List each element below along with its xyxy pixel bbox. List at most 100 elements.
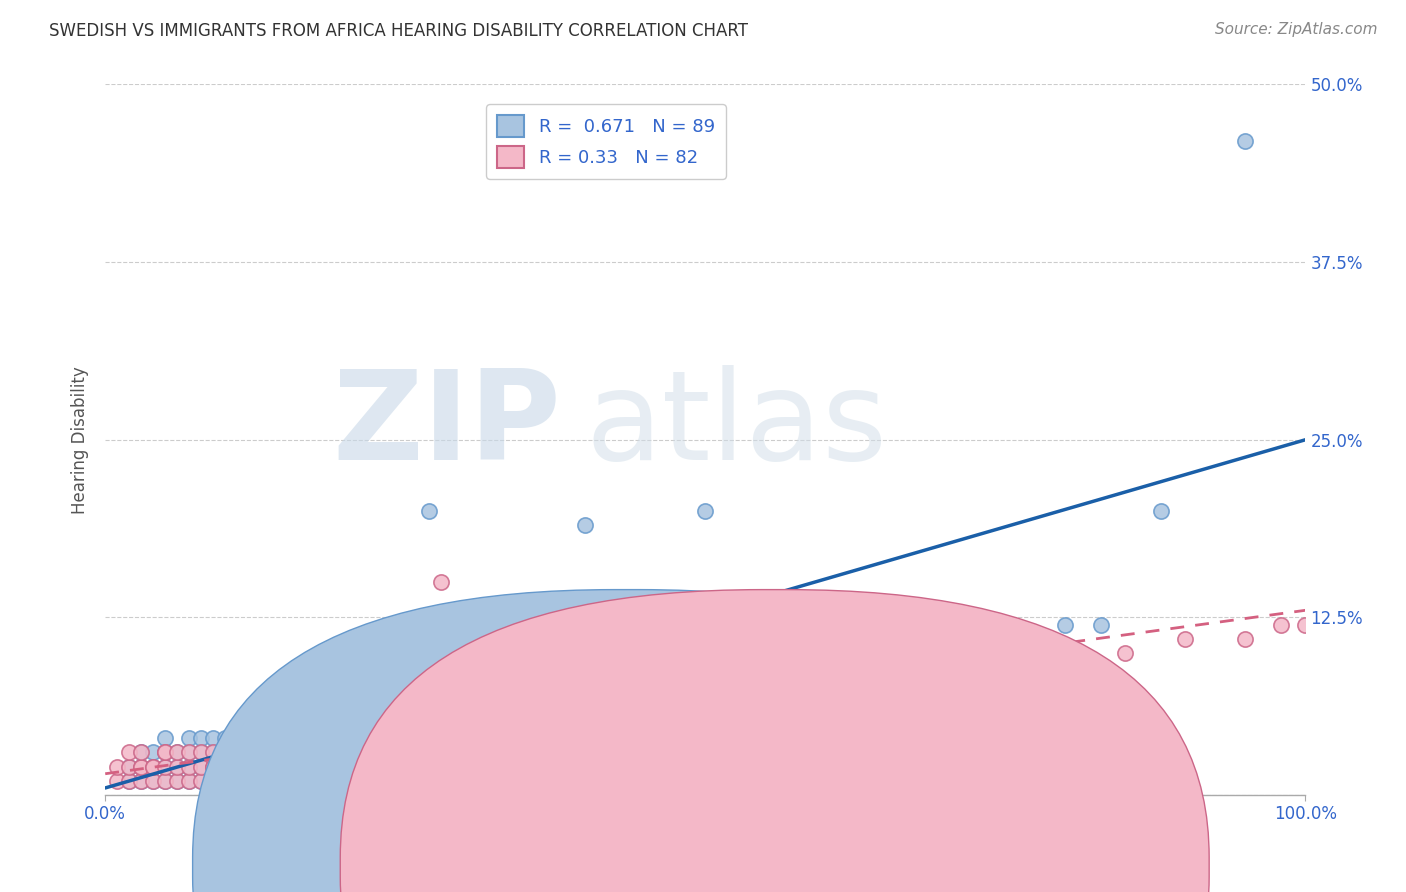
Point: [250, 759, 273, 773]
Point: [142, 759, 165, 773]
Point: [142, 746, 165, 760]
Point: [875, 674, 897, 689]
Point: [934, 660, 956, 674]
Point: [202, 773, 225, 788]
Point: [274, 759, 297, 773]
Point: [190, 746, 212, 760]
Point: [129, 759, 152, 773]
Text: SWEDISH VS IMMIGRANTS FROM AFRICA HEARING DISABILITY CORRELATION CHART: SWEDISH VS IMMIGRANTS FROM AFRICA HEARIN…: [49, 22, 748, 40]
Point: [370, 759, 392, 773]
Point: [406, 746, 429, 760]
Point: [382, 746, 405, 760]
Point: [1174, 632, 1197, 646]
Point: [406, 731, 429, 746]
Point: [346, 759, 368, 773]
Text: Source: ZipAtlas.com: Source: ZipAtlas.com: [1215, 22, 1378, 37]
Point: [238, 773, 260, 788]
Point: [478, 717, 501, 731]
Point: [190, 746, 212, 760]
Point: [155, 746, 177, 760]
Point: [346, 759, 368, 773]
Text: ZIP: ZIP: [333, 365, 561, 486]
Point: [550, 689, 572, 703]
Point: [359, 759, 381, 773]
Point: [238, 746, 260, 760]
Point: [754, 689, 776, 703]
Point: [671, 703, 693, 717]
Point: [418, 746, 440, 760]
Point: [1234, 134, 1257, 148]
Point: [105, 759, 128, 773]
Point: [598, 689, 620, 703]
Point: [214, 773, 236, 788]
Point: [574, 689, 596, 703]
Point: [166, 746, 188, 760]
Point: [166, 759, 188, 773]
Point: [238, 759, 260, 773]
Point: [515, 703, 537, 717]
Point: [179, 759, 201, 773]
Text: Swedes: Swedes: [647, 858, 716, 876]
Point: [118, 759, 141, 773]
Point: [491, 717, 513, 731]
Point: [875, 632, 897, 646]
Point: [202, 731, 225, 746]
Point: [322, 759, 344, 773]
Point: [335, 746, 357, 760]
Point: [370, 746, 392, 760]
Point: [335, 759, 357, 773]
Point: [166, 773, 188, 788]
Point: [155, 746, 177, 760]
Point: [214, 759, 236, 773]
Point: [214, 746, 236, 760]
Point: [202, 773, 225, 788]
Point: [309, 759, 332, 773]
Point: [214, 759, 236, 773]
Point: [238, 773, 260, 788]
Point: [1090, 617, 1112, 632]
Point: [695, 689, 717, 703]
Point: [274, 773, 297, 788]
Point: [190, 773, 212, 788]
Text: Immigrants from Africa: Immigrants from Africa: [794, 858, 1002, 876]
Point: [814, 646, 837, 660]
Point: [478, 731, 501, 746]
Point: [298, 759, 321, 773]
Point: [430, 574, 453, 589]
Point: [214, 731, 236, 746]
Point: [790, 646, 813, 660]
Point: [370, 731, 392, 746]
Point: [214, 773, 236, 788]
Point: [179, 773, 201, 788]
Point: [994, 660, 1017, 674]
Point: [250, 773, 273, 788]
Point: [214, 746, 236, 760]
Point: [718, 660, 741, 674]
Y-axis label: Hearing Disability: Hearing Disability: [72, 366, 89, 514]
Point: [262, 773, 284, 788]
Point: [155, 731, 177, 746]
Point: [226, 773, 249, 788]
Point: [155, 759, 177, 773]
Point: [1114, 646, 1136, 660]
Point: [250, 759, 273, 773]
Point: [190, 759, 212, 773]
Point: [226, 759, 249, 773]
Point: [309, 759, 332, 773]
Point: [1054, 617, 1077, 632]
Point: [262, 773, 284, 788]
Point: [142, 773, 165, 788]
Point: [202, 759, 225, 773]
Point: [202, 759, 225, 773]
Point: [250, 746, 273, 760]
Point: [634, 674, 657, 689]
Point: [1054, 646, 1077, 660]
Point: [418, 504, 440, 518]
Point: [262, 759, 284, 773]
Point: [298, 773, 321, 788]
Point: [142, 759, 165, 773]
Point: [394, 731, 416, 746]
Point: [359, 746, 381, 760]
Point: [394, 746, 416, 760]
Point: [382, 746, 405, 760]
